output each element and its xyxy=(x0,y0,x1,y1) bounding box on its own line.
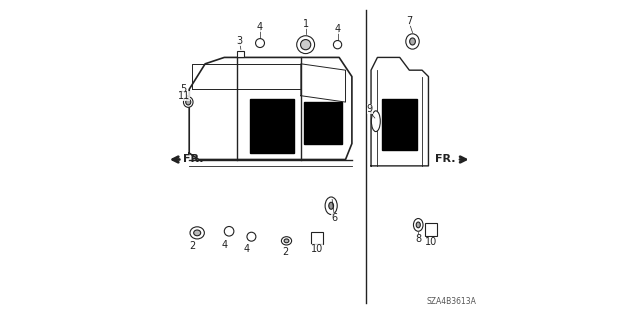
Ellipse shape xyxy=(333,41,342,49)
Ellipse shape xyxy=(224,226,234,236)
Ellipse shape xyxy=(325,197,337,215)
Text: 7: 7 xyxy=(406,16,412,26)
Ellipse shape xyxy=(284,239,289,243)
Bar xyxy=(382,99,417,150)
Ellipse shape xyxy=(247,232,256,241)
Ellipse shape xyxy=(190,227,204,239)
Text: 3: 3 xyxy=(237,36,243,46)
Text: 4: 4 xyxy=(221,240,227,250)
Text: 10: 10 xyxy=(425,237,437,248)
Text: 6: 6 xyxy=(332,212,337,223)
Circle shape xyxy=(297,36,315,54)
Ellipse shape xyxy=(282,237,292,245)
Text: 8: 8 xyxy=(415,234,421,244)
Text: 2: 2 xyxy=(282,247,289,257)
Text: 9: 9 xyxy=(367,104,373,114)
Text: 4: 4 xyxy=(244,244,250,255)
Text: SZA4B3613A: SZA4B3613A xyxy=(426,297,476,306)
Text: 11: 11 xyxy=(178,91,190,101)
Ellipse shape xyxy=(406,34,419,49)
Text: 4: 4 xyxy=(335,24,341,34)
Text: 5: 5 xyxy=(180,84,187,94)
Text: 10: 10 xyxy=(310,244,323,255)
Bar xyxy=(311,232,323,244)
Bar xyxy=(250,99,294,153)
Ellipse shape xyxy=(416,222,420,228)
Text: 4: 4 xyxy=(257,22,263,32)
Ellipse shape xyxy=(184,97,193,107)
Bar xyxy=(424,223,437,236)
Text: 2: 2 xyxy=(189,241,196,251)
Bar xyxy=(237,51,244,57)
Ellipse shape xyxy=(194,230,201,236)
Ellipse shape xyxy=(255,39,264,48)
Text: FR.: FR. xyxy=(184,154,204,165)
Circle shape xyxy=(301,40,311,50)
Text: 1: 1 xyxy=(303,19,308,29)
Bar xyxy=(304,102,342,144)
Ellipse shape xyxy=(329,202,333,209)
Ellipse shape xyxy=(413,219,423,231)
Text: FR.: FR. xyxy=(435,154,456,165)
Ellipse shape xyxy=(371,111,380,132)
Ellipse shape xyxy=(410,38,415,45)
Ellipse shape xyxy=(186,99,191,105)
